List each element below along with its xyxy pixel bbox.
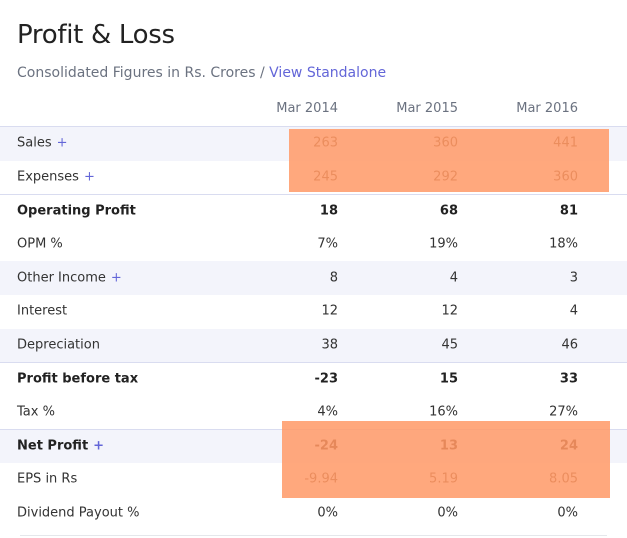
cell-value: 7%: [317, 236, 338, 252]
row-label: Depreciation: [17, 337, 100, 353]
subtitle-text: Consolidated Figures in Rs. Crores /: [17, 65, 270, 81]
cell-value: -9.94: [304, 471, 338, 487]
cell-value: 292: [433, 169, 458, 185]
cell-value: 0%: [437, 505, 458, 521]
row-label: Interest: [17, 303, 68, 319]
table-row: EPS in Rs -9.94 5.19 8.05: [0, 463, 627, 497]
row-label[interactable]: Sales +: [17, 135, 68, 151]
row-label: OPM %: [17, 236, 63, 252]
cell-value: 16%: [429, 404, 458, 420]
cell-value: 12: [441, 303, 458, 319]
pl-table: Sales + 263 360 441 Expenses + 245 292 360…: [0, 127, 627, 530]
cell-value: 263: [313, 135, 338, 151]
table-row: Dividend Payout % 0% 0% 0%: [0, 497, 627, 531]
cell-value: 27%: [549, 404, 578, 420]
cell-value: 245: [313, 169, 338, 185]
expand-icon[interactable]: +: [93, 438, 105, 454]
table-row: Expenses + 245 292 360: [0, 161, 627, 195]
divider: [0, 126, 627, 127]
row-label: Tax %: [17, 404, 55, 420]
cell-value: 15: [439, 371, 458, 387]
cell-value: 68: [439, 203, 458, 219]
expand-icon[interactable]: +: [110, 270, 122, 286]
column-header[interactable]: Mar 2016: [516, 101, 578, 116]
page-title: Profit & Loss: [17, 20, 175, 50]
table-row: Operating Profit 18 68 81: [0, 194, 627, 228]
cell-value: 38: [321, 337, 338, 353]
cell-value: 3: [569, 270, 578, 286]
table-row: Tax % 4% 16% 27%: [0, 396, 627, 430]
cell-value: 360: [553, 169, 578, 185]
cell-value: 4: [569, 303, 578, 319]
cell-value: 45: [441, 337, 458, 353]
table-row: OPM % 7% 19% 18%: [0, 228, 627, 262]
table-row: Net Profit + -24 13 24: [0, 429, 627, 463]
table-row: Other Income + 8 4 3: [0, 261, 627, 295]
cell-value: 0%: [317, 505, 338, 521]
row-label: Operating Profit: [17, 203, 136, 219]
table-header: Mar 2014 Mar 2015 Mar 2016: [0, 98, 627, 122]
cell-value: 18%: [549, 236, 578, 252]
cell-value: 12: [321, 303, 338, 319]
row-label: Profit before tax: [17, 371, 139, 387]
row-label[interactable]: Net Profit +: [17, 438, 105, 454]
row-label[interactable]: Other Income +: [17, 270, 122, 286]
table-row: Sales + 263 360 441: [0, 127, 627, 161]
row-label: EPS in Rs: [17, 471, 78, 487]
cell-value: 13: [439, 438, 458, 454]
cell-value: 4%: [317, 404, 338, 420]
table-row: Profit before tax -23 15 33: [0, 362, 627, 396]
cell-value: 46: [561, 337, 578, 353]
cell-value: 360: [433, 135, 458, 151]
cell-value: -24: [314, 438, 339, 454]
row-label: Dividend Payout %: [17, 505, 140, 521]
cell-value: 441: [553, 135, 578, 151]
table-row: Interest 12 12 4: [0, 295, 627, 329]
cell-value: 24: [559, 438, 578, 454]
cell-value: 81: [559, 203, 578, 219]
subtitle: Consolidated Figures in Rs. Crores / Vie…: [17, 65, 386, 81]
row-label[interactable]: Expenses +: [17, 169, 95, 185]
cell-value: 8: [329, 270, 338, 286]
expand-icon[interactable]: +: [56, 135, 68, 151]
cell-value: 18: [319, 203, 338, 219]
divider: [20, 535, 607, 536]
cell-value: 8.05: [549, 471, 578, 487]
view-standalone-link[interactable]: View Standalone: [269, 65, 387, 81]
cell-value: 33: [559, 371, 578, 387]
column-header[interactable]: Mar 2015: [396, 101, 458, 116]
cell-value: -23: [314, 371, 339, 387]
cell-value: 0%: [557, 505, 578, 521]
expand-icon[interactable]: +: [83, 169, 95, 185]
cell-value: 5.19: [429, 471, 458, 487]
cell-value: 19%: [429, 236, 458, 252]
column-header[interactable]: Mar 2014: [276, 101, 338, 116]
table-row: Depreciation 38 45 46: [0, 328, 627, 363]
cell-value: 4: [449, 270, 458, 286]
